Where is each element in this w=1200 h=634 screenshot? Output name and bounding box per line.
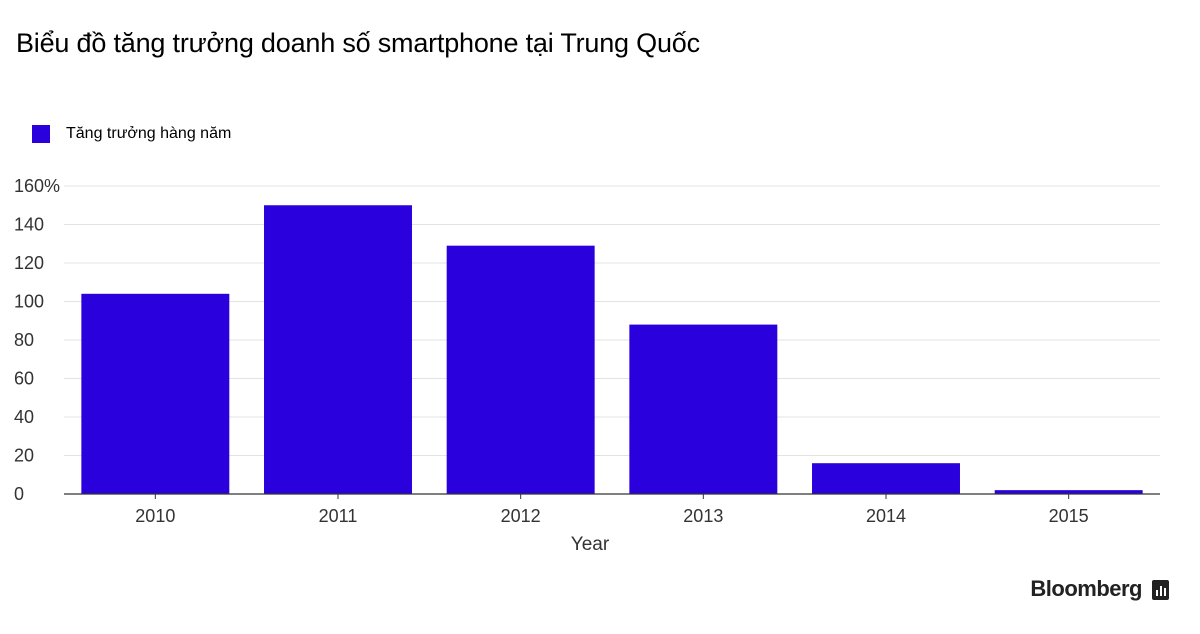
bars [81,205,1143,494]
x-axis-title: Year [571,534,610,555]
y-tick-label: 160% [14,176,60,196]
y-tick-label: 20 [14,446,34,466]
bar-2012 [446,245,595,494]
bloomberg-logo: Bloomberg [1030,576,1142,601]
bloomberg-chart-icon [1152,580,1169,600]
y-tick-label: 0 [14,484,24,504]
x-tick-label: 2013 [683,506,723,526]
x-tick-label: 2014 [866,506,906,526]
y-tick-label: 40 [14,407,34,427]
bar-2010 [81,293,230,494]
x-tick-label: 2015 [1049,506,1089,526]
bar-2014 [812,463,960,494]
x-tick-label: 2012 [501,506,541,526]
y-tick-label: 120 [14,253,44,273]
legend-swatch [32,125,50,143]
x-tick-label: 2011 [319,506,358,526]
chart-title: Biểu đồ tăng trưởng doanh số smartphone … [16,28,700,58]
legend-label: Tăng trưởng hàng năm [66,125,232,142]
y-tick-label: 80 [14,330,34,350]
y-tick-label: 100 [14,292,44,312]
gridlines [64,185,1160,456]
bar-2015 [994,490,1143,494]
bar-2013 [629,324,778,494]
x-tick-label: 2010 [135,506,175,526]
bar-2011 [264,205,412,494]
y-tick-label: 140 [14,215,44,235]
legend: Tăng trưởng hàng năm [32,125,231,143]
axes: 0 20 40 60 80 100 120 140 160% 2010 2011 2012 2013 20… [14,176,1160,526]
y-tick-label: 60 [14,369,34,389]
